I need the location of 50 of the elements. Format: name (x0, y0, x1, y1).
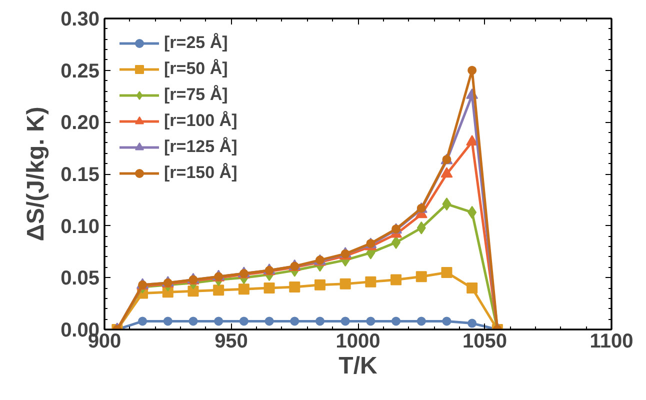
point (314, 279, 326, 290)
point (468, 206, 477, 219)
point (290, 316, 300, 326)
point (392, 316, 401, 326)
x-tick-label: 1050 (462, 330, 508, 352)
x-tick-label: 1000 (336, 330, 380, 352)
point (416, 221, 426, 234)
point (239, 316, 248, 326)
point (188, 316, 198, 326)
point (440, 167, 453, 178)
x-tick-label: 1100 (590, 330, 634, 352)
point (213, 284, 224, 296)
point (392, 236, 401, 249)
point (340, 316, 350, 326)
x-tick-label: 950 (214, 330, 248, 352)
legend-label: [r=100 Å] (164, 111, 238, 131)
x-axis-title: T/K (338, 352, 378, 380)
y-axis-title: ΔS/(J/kg. K) (22, 106, 50, 242)
point (441, 266, 452, 278)
point (289, 281, 300, 292)
y-tick-label: 0.10 (60, 216, 100, 238)
y-tick-label: 0.25 (60, 60, 100, 82)
point (466, 282, 478, 294)
y-tick-label: 0.20 (60, 112, 100, 134)
y-tick-label: 0.05 (60, 268, 100, 290)
legend-label: [r=150 Å] (164, 163, 238, 183)
legend-label: [r=50 Å] (164, 59, 228, 79)
point (188, 286, 199, 297)
point (315, 316, 324, 326)
point (264, 316, 274, 326)
y-tick-label: 0.15 (60, 164, 100, 186)
point (264, 282, 275, 294)
point (340, 278, 351, 290)
point (416, 271, 427, 282)
point (365, 276, 376, 288)
point (468, 318, 477, 328)
point (442, 316, 452, 326)
point (468, 66, 477, 75)
point (416, 316, 426, 326)
point (390, 274, 402, 286)
legend-label: [r=75 Å] (164, 85, 228, 105)
point (442, 198, 452, 211)
point (214, 316, 224, 326)
point (366, 316, 376, 326)
legend-label: [r=25 Å] (164, 33, 228, 53)
point (238, 284, 250, 295)
point (138, 316, 148, 326)
point (163, 316, 172, 326)
legend-label: [r=125 Å] (164, 137, 238, 157)
y-tick-label: 0.30 (60, 8, 100, 30)
